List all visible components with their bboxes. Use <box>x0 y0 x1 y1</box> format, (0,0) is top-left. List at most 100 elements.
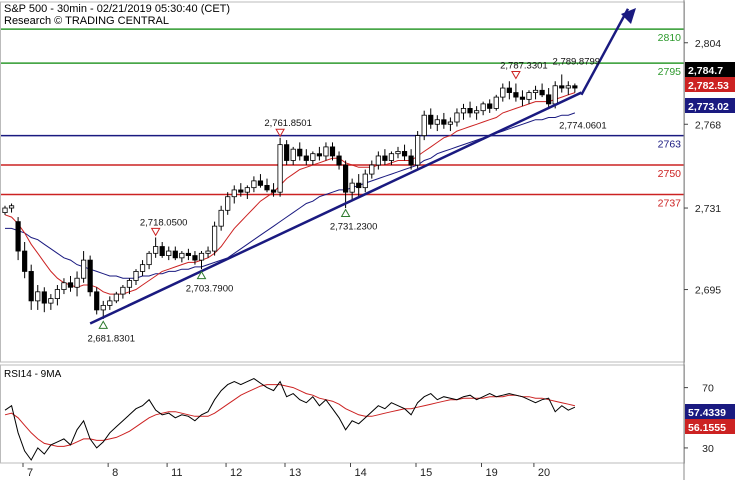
candle <box>126 278 133 295</box>
candle-body <box>546 94 552 105</box>
candle-body <box>54 289 61 300</box>
candle <box>421 110 427 141</box>
candle-body <box>395 151 401 155</box>
candle-body <box>434 119 440 125</box>
candle-body <box>421 114 427 136</box>
candle-body <box>41 291 47 304</box>
level-label: 2737 <box>658 197 682 209</box>
candle <box>539 83 545 98</box>
candle <box>572 83 578 93</box>
rsi-tag-label: 56.1555 <box>688 422 726 434</box>
rsi-tag-box <box>685 404 735 419</box>
candle <box>28 264 34 310</box>
candle <box>401 144 408 161</box>
candle-body <box>316 153 323 157</box>
candle-body <box>473 110 480 114</box>
candle-body <box>493 96 499 109</box>
candle <box>8 203 15 213</box>
candle <box>290 146 296 166</box>
low-marker <box>98 320 109 329</box>
candle-body <box>238 189 244 193</box>
candle <box>153 237 159 258</box>
candle <box>67 275 74 292</box>
candle <box>434 115 440 132</box>
candle-body <box>264 184 270 191</box>
candle <box>415 131 421 170</box>
candle <box>395 146 401 159</box>
candle <box>146 251 152 270</box>
price-annotation: 2,761.8501 <box>264 118 312 129</box>
y-tick-label: 2,804 <box>695 38 721 50</box>
candle <box>526 90 532 104</box>
candle-body <box>8 205 15 209</box>
level-label: 2763 <box>658 139 682 151</box>
candle-body <box>107 300 113 306</box>
candle <box>257 174 264 188</box>
chart-subtitle: Research © TRADING CENTRAL <box>4 15 169 27</box>
candle <box>48 294 54 310</box>
rsi-tag-label: 57.4339 <box>688 407 726 419</box>
candle <box>87 255 93 297</box>
low-marker <box>340 208 351 218</box>
candle-body <box>146 252 152 266</box>
candle-body <box>323 146 329 157</box>
candle <box>388 151 395 166</box>
candle <box>166 246 172 261</box>
candle-body <box>356 182 362 189</box>
candle <box>139 260 146 276</box>
candle <box>428 108 434 129</box>
candle-body <box>454 112 460 123</box>
candle <box>408 149 414 170</box>
candle <box>107 296 113 310</box>
candle <box>323 142 329 161</box>
candle <box>356 174 362 197</box>
candle-body <box>336 155 342 166</box>
candle <box>349 178 355 202</box>
rsi-tick-label: 70 <box>702 383 714 395</box>
candle-body <box>310 153 316 161</box>
candle <box>316 146 323 161</box>
candle <box>454 108 460 127</box>
candle <box>519 90 526 107</box>
rsi-pane-frame <box>0 364 685 464</box>
low-marker <box>196 270 207 280</box>
candle <box>15 217 21 261</box>
rsi-tag-box <box>685 419 735 434</box>
candle-body <box>270 189 277 193</box>
candle <box>61 278 67 295</box>
high-marker <box>150 227 161 237</box>
candle <box>362 169 368 193</box>
x-tick-label: 12 <box>230 467 242 479</box>
price-tag-box <box>685 98 735 113</box>
candle <box>467 101 473 118</box>
candle <box>94 287 100 315</box>
candle-body <box>375 155 381 166</box>
candle-body <box>159 246 165 256</box>
candle-body <box>48 298 54 304</box>
y-tick-label: 2,731 <box>695 203 721 215</box>
candle <box>441 112 447 129</box>
y-tick-label: 2,695 <box>695 285 721 297</box>
high-marker <box>511 70 521 80</box>
projection-arrow-line <box>580 8 630 96</box>
candle <box>500 83 506 102</box>
x-tick-label: 15 <box>420 467 432 479</box>
candle <box>2 205 8 215</box>
candle <box>218 205 224 231</box>
candle-body <box>572 85 578 89</box>
rsi-title: RSI14 - 9MA <box>4 369 62 380</box>
candle-body <box>94 291 100 311</box>
price-annotation: 2,774.0601 <box>559 121 607 132</box>
candle-body <box>166 250 172 256</box>
candle <box>113 291 119 304</box>
candle <box>225 192 231 215</box>
candle-body <box>113 293 119 302</box>
candle <box>22 242 28 279</box>
candle-body <box>284 144 290 161</box>
candle <box>546 88 552 109</box>
level-label: 2810 <box>658 32 682 44</box>
candle-body <box>506 87 512 93</box>
candle-body <box>388 153 395 161</box>
candle-body <box>81 259 87 279</box>
